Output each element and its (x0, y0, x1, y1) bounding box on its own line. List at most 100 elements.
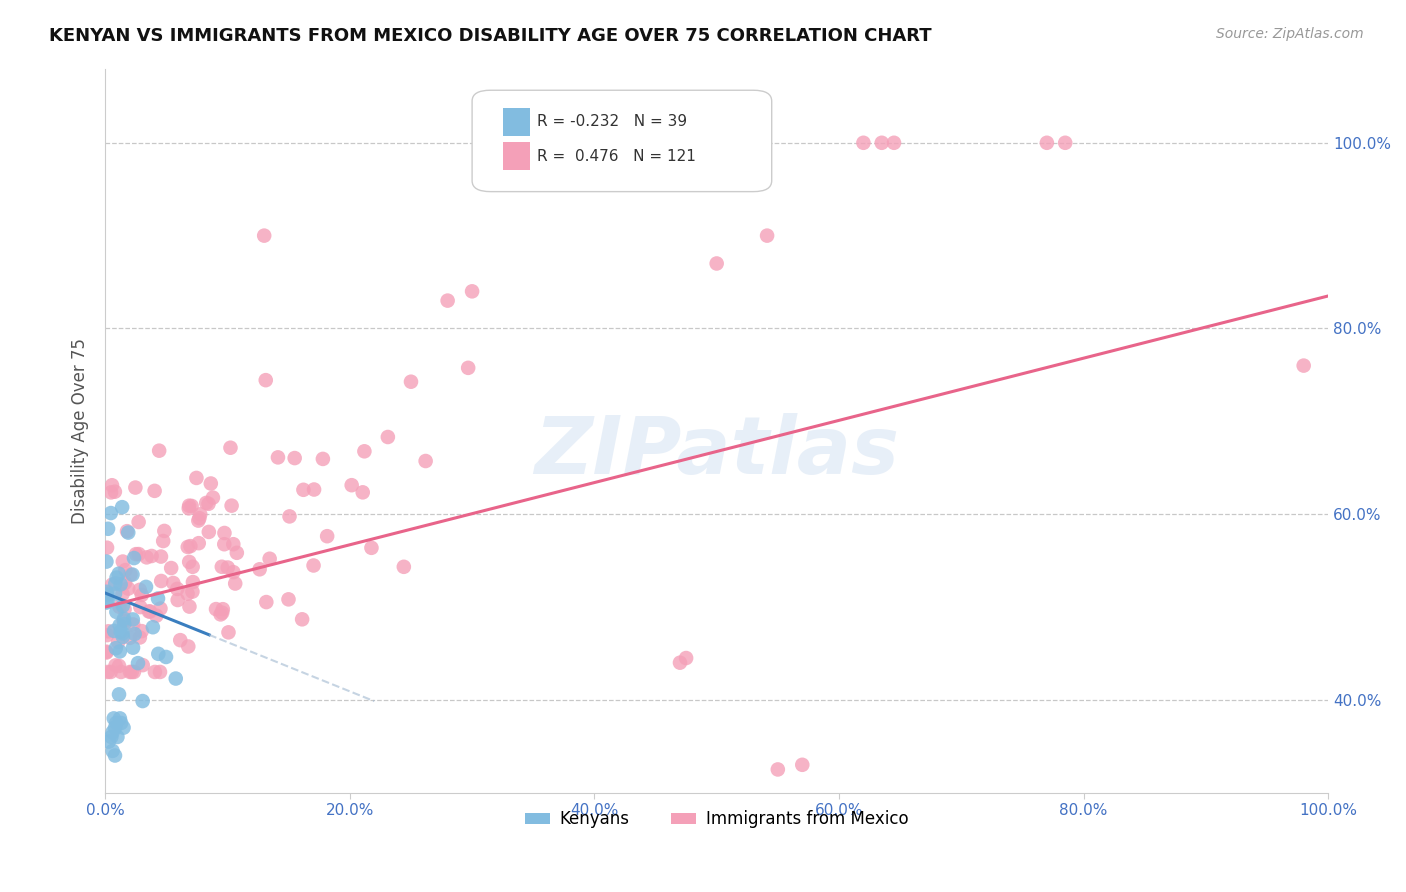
Point (186, 471, 208, 485)
Point (565, 136, 588, 150)
Point (766, 763, 789, 777)
Point (177, 501, 200, 516)
Point (360, 541, 382, 555)
Point (198, 524, 221, 539)
Point (145, 608, 167, 623)
Point (122, 551, 145, 566)
Point (179, 499, 201, 513)
Point (259, 551, 281, 566)
Point (96, 586, 118, 600)
Point (177, 640, 200, 654)
Point (105, 716, 128, 731)
Text: R = -0.232   N = 39: R = -0.232 N = 39 (537, 114, 688, 128)
Point (576, 163, 599, 178)
Text: ZIPatlas: ZIPatlas (534, 413, 900, 491)
Point (399, 375, 422, 389)
Point (457, 360, 479, 375)
Point (108, 599, 131, 614)
Point (669, 656, 692, 670)
Point (756, 228, 779, 243)
Point (415, 454, 437, 468)
Point (222, 537, 245, 551)
Point (284, 451, 307, 466)
Point (121, 612, 143, 626)
Point (291, 612, 314, 626)
Point (181, 584, 204, 599)
Point (211, 606, 233, 620)
Point (110, 665, 132, 679)
Point (214, 526, 236, 541)
Y-axis label: Disability Age Over 75: Disability Age Over 75 (72, 337, 89, 524)
Point (188, 508, 211, 522)
Point (117, 525, 139, 540)
Point (111, 630, 134, 644)
Point (675, 651, 697, 665)
Point (112, 614, 135, 628)
Point (122, 617, 145, 632)
Point (124, 627, 146, 641)
Point (150, 574, 173, 588)
Point (547, 136, 569, 150)
Point (108, 711, 131, 725)
Point (278, 509, 301, 524)
Point (135, 550, 157, 565)
Point (302, 558, 325, 573)
Point (107, 635, 129, 649)
Point (181, 575, 204, 590)
Point (120, 567, 142, 582)
Point (225, 546, 247, 560)
Point (122, 665, 145, 679)
Point (108, 687, 131, 701)
Point (118, 631, 141, 645)
Point (155, 650, 177, 665)
Point (188, 511, 211, 525)
Point (217, 560, 239, 574)
Point (110, 716, 132, 731)
Point (218, 625, 240, 640)
Point (96, 596, 118, 610)
Point (153, 524, 176, 538)
Point (138, 604, 160, 618)
Point (131, 694, 153, 708)
Point (100, 506, 122, 520)
Point (107, 566, 129, 581)
Point (104, 748, 127, 763)
Point (141, 549, 163, 563)
Point (97, 734, 120, 748)
Point (112, 616, 135, 631)
Point (127, 656, 149, 670)
Text: Source: ZipAtlas.com: Source: ZipAtlas.com (1216, 27, 1364, 41)
Point (111, 599, 134, 613)
Point (96, 628, 118, 642)
Point (96, 594, 118, 608)
Point (852, 136, 875, 150)
Point (547, 173, 569, 187)
Point (146, 591, 169, 606)
Point (108, 659, 131, 673)
Point (104, 641, 127, 656)
Point (108, 644, 131, 658)
Point (176, 587, 198, 601)
Point (292, 483, 315, 497)
Point (792, 757, 814, 772)
Point (97, 624, 120, 639)
Point (96, 646, 118, 660)
Point (1036, 136, 1059, 150)
Point (96, 588, 118, 602)
Point (104, 484, 127, 499)
Point (179, 599, 201, 614)
Point (277, 592, 299, 607)
Point (209, 607, 232, 622)
Point (122, 640, 145, 655)
Legend: Kenyans, Immigrants from Mexico: Kenyans, Immigrants from Mexico (517, 804, 915, 835)
Point (131, 588, 153, 602)
Point (576, 136, 599, 150)
Point (143, 483, 166, 498)
FancyBboxPatch shape (472, 90, 772, 192)
Point (166, 593, 188, 607)
Point (101, 725, 124, 739)
Point (101, 478, 124, 492)
Point (128, 515, 150, 529)
Point (249, 562, 271, 576)
Point (142, 620, 165, 634)
